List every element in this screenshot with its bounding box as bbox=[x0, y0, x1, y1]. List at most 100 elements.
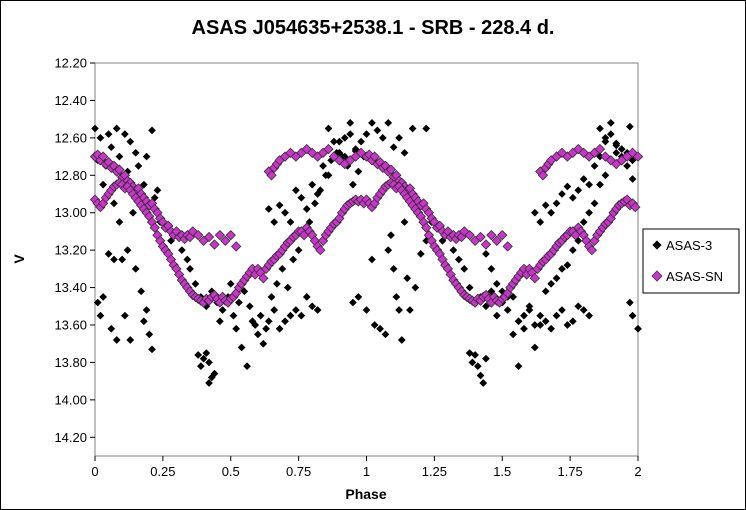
data-point bbox=[148, 345, 156, 354]
data-point bbox=[460, 264, 469, 273]
data-point bbox=[547, 324, 556, 333]
data-point bbox=[389, 264, 398, 273]
data-point bbox=[205, 358, 213, 367]
data-point bbox=[601, 171, 610, 180]
data-point bbox=[473, 362, 482, 371]
data-point bbox=[110, 255, 118, 264]
data-point bbox=[283, 283, 292, 292]
data-point bbox=[416, 249, 425, 258]
data-point bbox=[126, 137, 135, 146]
data-point bbox=[302, 292, 311, 301]
data-point bbox=[563, 182, 572, 191]
data-point bbox=[177, 246, 186, 255]
data-point bbox=[93, 298, 102, 307]
data-point bbox=[237, 343, 246, 352]
data-point bbox=[145, 330, 154, 339]
data-point bbox=[541, 287, 550, 296]
data-point bbox=[245, 302, 254, 311]
data-point bbox=[514, 317, 523, 326]
data-point bbox=[585, 208, 594, 217]
data-point bbox=[291, 306, 300, 314]
data-point bbox=[232, 324, 241, 333]
data-point bbox=[585, 311, 594, 320]
legend-marker bbox=[651, 270, 663, 282]
data-point bbox=[373, 126, 382, 135]
data-point bbox=[123, 246, 132, 255]
data-point bbox=[596, 124, 604, 133]
data-point bbox=[606, 118, 615, 127]
data-point bbox=[275, 201, 284, 210]
y-axis-label: V bbox=[11, 254, 27, 264]
data-point bbox=[334, 155, 345, 166]
data-point bbox=[552, 199, 561, 208]
data-point bbox=[386, 231, 395, 240]
x-tick-label: 1 bbox=[363, 464, 370, 479]
data-point bbox=[104, 249, 113, 258]
data-point bbox=[585, 180, 594, 189]
x-tick-label: 0 bbox=[91, 464, 98, 479]
data-point bbox=[487, 264, 496, 273]
data-point bbox=[96, 133, 105, 142]
data-point bbox=[509, 330, 518, 339]
data-point bbox=[131, 148, 140, 157]
data-point bbox=[183, 255, 192, 264]
data-point bbox=[209, 239, 220, 250]
x-axis-label: Phase bbox=[345, 486, 386, 502]
data-point bbox=[408, 124, 417, 133]
data-point bbox=[378, 133, 387, 142]
y-tick-label: 13.20 bbox=[54, 243, 87, 258]
data-point bbox=[552, 274, 561, 283]
data-point bbox=[574, 302, 583, 311]
data-point bbox=[362, 306, 371, 314]
data-point bbox=[139, 180, 148, 189]
data-point bbox=[193, 230, 204, 241]
data-point bbox=[480, 239, 492, 250]
data-point bbox=[568, 246, 577, 255]
data-point bbox=[335, 137, 344, 146]
data-point bbox=[112, 124, 121, 133]
data-point bbox=[492, 311, 501, 320]
data-point bbox=[475, 231, 486, 243]
data-point bbox=[214, 230, 226, 241]
legend-marker bbox=[652, 240, 662, 250]
data-point bbox=[479, 379, 488, 387]
data-point bbox=[395, 133, 404, 142]
data-point bbox=[601, 133, 610, 142]
data-point bbox=[210, 369, 219, 378]
data-point bbox=[357, 137, 366, 146]
data-point bbox=[240, 287, 249, 296]
data-point bbox=[191, 279, 200, 288]
data-point bbox=[552, 311, 561, 320]
data-point bbox=[194, 350, 203, 359]
x-axis-ticks: 0 0.25 0.5 0.75 1 1.25 1.5 1.75 2 bbox=[91, 456, 642, 479]
data-point bbox=[329, 137, 338, 146]
y-tick-label: 13.60 bbox=[54, 318, 87, 333]
plot-area bbox=[94, 62, 639, 457]
data-point bbox=[313, 190, 322, 198]
data-point bbox=[520, 311, 528, 320]
x-tick-label: 0.75 bbox=[286, 464, 311, 479]
data-point bbox=[617, 145, 626, 154]
data-point bbox=[459, 226, 470, 237]
data-point bbox=[286, 218, 295, 227]
data-point bbox=[465, 283, 474, 292]
series-layer bbox=[89, 118, 644, 387]
data-point bbox=[142, 152, 151, 161]
y-tick-label: 12.40 bbox=[54, 93, 87, 108]
data-point bbox=[259, 339, 268, 348]
y-tick-label: 12.60 bbox=[54, 130, 87, 145]
data-point bbox=[225, 230, 236, 241]
data-point bbox=[384, 246, 393, 255]
data-point bbox=[340, 133, 349, 142]
series-asas-sn bbox=[89, 143, 644, 308]
data-point bbox=[492, 279, 501, 288]
y-tick-label: 13.00 bbox=[54, 205, 87, 220]
data-point bbox=[525, 306, 534, 314]
data-point bbox=[291, 186, 300, 195]
data-point bbox=[468, 358, 477, 367]
series-asas-3 bbox=[91, 118, 642, 387]
data-point bbox=[590, 161, 599, 170]
data-point bbox=[392, 292, 401, 301]
data-point bbox=[502, 241, 513, 252]
data-point bbox=[220, 235, 231, 246]
